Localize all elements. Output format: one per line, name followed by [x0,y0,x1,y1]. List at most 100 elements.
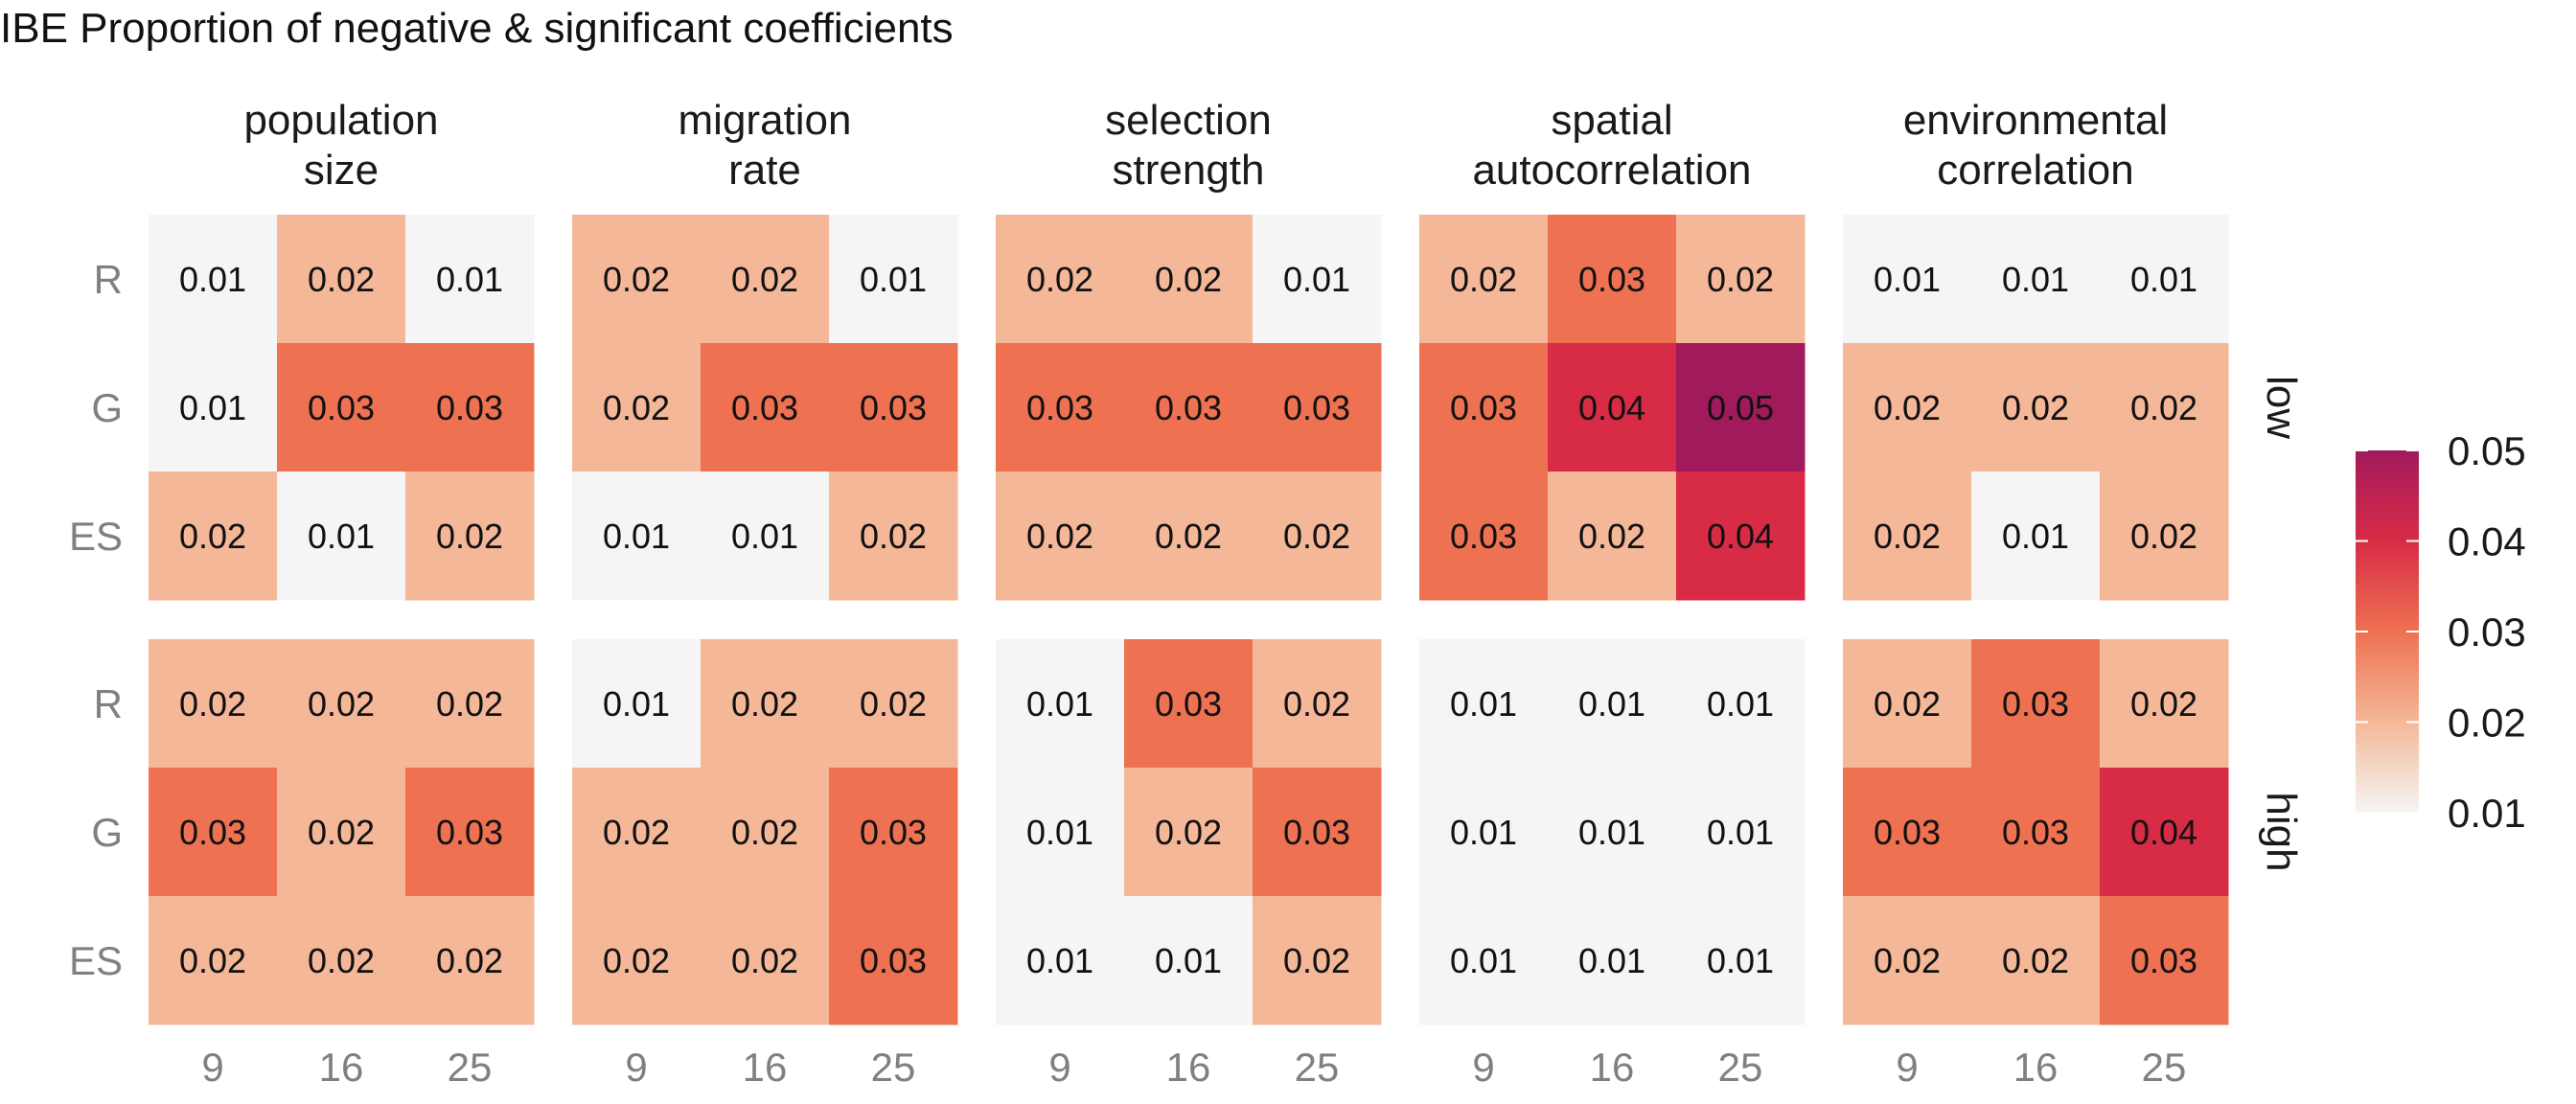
heatmap-cell [2100,768,2229,897]
x-tick-label: 25 [2142,1045,2187,1090]
cell-value-label: 0.01 [1283,260,1350,299]
cell-value-label: 0.01 [308,517,375,556]
heatmap-cell [1971,343,2101,472]
chart-title: IBE Proportion of negative & significant… [0,5,954,52]
cell-value-label: 0.02 [603,813,670,852]
heatmap-cell [1548,639,1677,769]
heatmap-cell [572,896,702,1025]
cell-value-label: 0.01 [1578,941,1645,980]
cell-value-label: 0.03 [1283,388,1350,427]
heatmap-cell [1843,343,1972,472]
heatmap-cell [2100,343,2229,472]
cell-value-label: 0.01 [179,260,246,299]
cell-value-label: 0.01 [1450,941,1517,980]
heatmap-cell [996,768,1125,897]
cell-value-label: 0.01 [1026,941,1093,980]
heatmap-cell [996,639,1125,769]
heatmap-cell [996,343,1125,472]
heatmap-cell [277,343,406,472]
cell-value-label: 0.01 [2002,260,2069,299]
heatmap-cell [572,639,702,769]
cell-value-label: 0.03 [1450,388,1517,427]
heatmap-cell [701,472,830,601]
heatmap-cell [701,639,830,769]
cell-value-label: 0.01 [1578,813,1645,852]
row-facet-label: high [2258,792,2305,871]
heatmap-cell [701,215,830,344]
heatmap-cell [1419,896,1549,1025]
cell-value-label: 0.02 [860,684,927,724]
heatmap-cell [1253,896,1382,1025]
cell-value-label: 0.03 [1155,388,1222,427]
heatmap-cell [1971,768,2101,897]
cell-value-label: 0.02 [1283,517,1350,556]
cell-value-label: 0.02 [1874,388,1941,427]
cell-value-label: 0.02 [308,941,375,980]
cell-value-label: 0.02 [2002,941,2069,980]
x-tick-label: 16 [743,1045,788,1090]
heatmap-cell [149,639,278,769]
heatmap-cell [572,215,702,344]
legend-tick-label: 0.02 [2448,701,2526,746]
cell-value-label: 0.03 [179,813,246,852]
cell-value-label: 0.05 [1707,388,1774,427]
heatmap-cell [572,768,702,897]
heatmap-cell [1548,896,1677,1025]
cell-value-label: 0.02 [1026,517,1093,556]
cell-value-label: 0.03 [2130,941,2197,980]
heatmap-cell [1419,343,1549,472]
cell-value-label: 0.01 [1155,941,1222,980]
heatmap-cell [1843,639,1972,769]
x-tick-label: 16 [1166,1045,1211,1090]
x-tick-label: 9 [1896,1045,1918,1090]
cell-value-label: 0.02 [731,684,798,724]
cell-value-label: 0.04 [1707,517,1774,556]
heatmap-cell [1419,215,1549,344]
heatmap-panel: 0.02 0.02 0.01 0.03 0.03 0.03 0.02 0.02 0.02 [996,215,1382,601]
cell-value-label: 0.01 [603,517,670,556]
cell-value-label: 0.01 [1450,813,1517,852]
heatmap-cell [1124,343,1254,472]
cell-value-label: 0.01 [2002,517,2069,556]
heatmap-cell [1124,768,1254,897]
cell-value-label: 0.02 [179,517,246,556]
cell-value-label: 0.03 [1283,813,1350,852]
heatmap-cell [996,215,1125,344]
cell-value-label: 0.03 [860,813,927,852]
heatmap-cell [572,472,702,601]
facet-header-line2: correlation [1937,147,2133,194]
heatmap-cell [1548,472,1677,601]
heatmap-cell [149,896,278,1025]
cell-value-label: 0.02 [179,941,246,980]
cell-value-label: 0.03 [2002,684,2069,724]
y-tick-label: R [94,681,123,726]
cell-value-label: 0.02 [2130,684,2197,724]
color-legend: 0.05 0.04 0.03 0.02 0.01 [2356,428,2526,836]
heatmap-cell [572,343,702,472]
y-tick-label: ES [69,514,123,559]
cell-value-label: 0.01 [1026,684,1093,724]
heatmap-cell [2100,896,2229,1025]
cell-value-label: 0.02 [731,813,798,852]
cell-value-label: 0.02 [2130,388,2197,427]
heatmap-cell [829,215,958,344]
cell-value-label: 0.01 [1874,260,1941,299]
row-facet-label: low [2258,376,2305,439]
cell-value-label: 0.02 [308,684,375,724]
cell-value-label: 0.01 [436,260,503,299]
heatmap-cell [1253,343,1382,472]
heatmap-cell [1843,896,1972,1025]
x-tick-label: 9 [1048,1045,1070,1090]
heatmap-cell [1971,472,2101,601]
cell-value-label: 0.01 [731,517,798,556]
cell-value-label: 0.01 [1578,684,1645,724]
cell-value-label: 0.02 [2002,388,2069,427]
cell-value-label: 0.01 [179,388,246,427]
heatmap-cell [1253,639,1382,769]
cell-value-label: 0.02 [731,941,798,980]
cell-value-label: 0.03 [1578,260,1645,299]
heatmap-cell [1971,215,2101,344]
cell-value-label: 0.02 [731,260,798,299]
cell-value-label: 0.01 [860,260,927,299]
